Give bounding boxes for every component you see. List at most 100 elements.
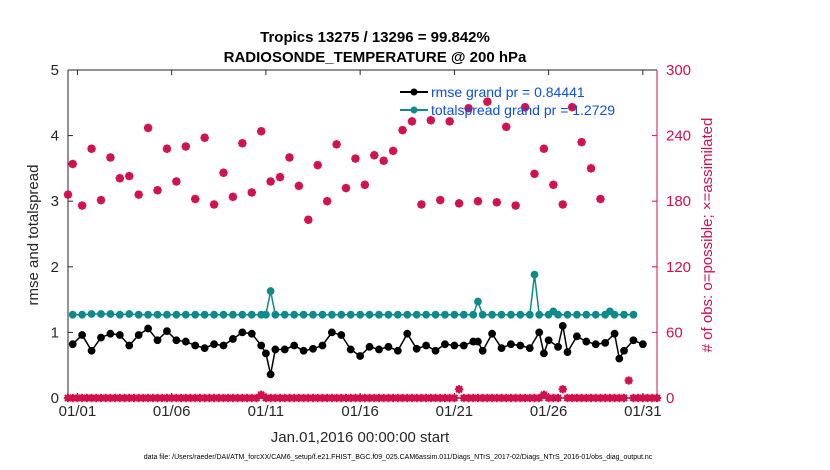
series-point-0 bbox=[422, 341, 431, 350]
series-point-0 bbox=[191, 341, 200, 350]
obs-assimilated-point bbox=[143, 123, 153, 133]
obs-assimilated-point bbox=[586, 164, 596, 173]
series-point-0 bbox=[229, 335, 237, 343]
star-stroke bbox=[530, 170, 539, 178]
star-stroke bbox=[511, 201, 520, 210]
obs-assimilated-point bbox=[266, 177, 275, 186]
series-point-0 bbox=[441, 340, 449, 349]
series-point-0 bbox=[459, 341, 468, 350]
series-point-1 bbox=[620, 310, 628, 319]
obs-assimilated-point bbox=[483, 97, 492, 106]
series-point-0 bbox=[620, 346, 628, 355]
series-point-1 bbox=[219, 310, 228, 319]
series-point-0 bbox=[219, 341, 228, 350]
series-point-0 bbox=[238, 328, 247, 337]
star-stroke bbox=[436, 196, 444, 204]
series-point-0 bbox=[271, 345, 280, 354]
star-stroke bbox=[97, 196, 105, 204]
obs-assimilated-point bbox=[228, 192, 238, 202]
series-point-0 bbox=[474, 337, 482, 346]
series-point-0 bbox=[540, 349, 548, 358]
series-point-0 bbox=[591, 340, 600, 349]
star-stroke bbox=[238, 139, 247, 147]
x-tick-label: 01/16 bbox=[341, 403, 379, 420]
star-stroke bbox=[455, 199, 463, 208]
star-stroke bbox=[521, 103, 529, 111]
obs-assimilated-point bbox=[191, 194, 200, 204]
series-point-1 bbox=[200, 310, 209, 319]
obs-assimilated-zero-point bbox=[558, 385, 567, 394]
star-stroke bbox=[427, 116, 435, 125]
obs-assimilated-point bbox=[172, 177, 181, 186]
y-tick-label-right: 240 bbox=[666, 128, 691, 145]
legend-label-1: totalspread grand pr = 1.2729 bbox=[431, 102, 615, 118]
obs-assimilated-point bbox=[407, 117, 417, 126]
series-point-0 bbox=[478, 346, 487, 355]
series-point-0 bbox=[525, 344, 534, 353]
y-tick-label-left: 0 bbox=[51, 390, 59, 407]
star-stroke bbox=[125, 172, 133, 180]
obs-assimilated-point bbox=[209, 200, 219, 209]
star-stroke bbox=[332, 140, 341, 149]
obs-assimilated-point bbox=[417, 200, 426, 209]
series-point-1 bbox=[356, 310, 365, 319]
star-stroke bbox=[417, 200, 426, 209]
y-tick-label-left: 4 bbox=[51, 128, 59, 145]
series-point-1 bbox=[280, 310, 289, 319]
series-point-1 bbox=[393, 310, 402, 319]
star-stroke bbox=[450, 394, 459, 402]
star-stroke bbox=[257, 390, 265, 399]
star-stroke bbox=[493, 198, 501, 207]
obs-assimilated-point bbox=[445, 117, 454, 126]
obs-assimilated-point bbox=[285, 153, 294, 162]
series-point-0 bbox=[393, 346, 402, 355]
y-tick-label-right: 120 bbox=[666, 259, 691, 276]
series-point-1 bbox=[309, 310, 317, 319]
star-stroke bbox=[200, 134, 209, 142]
series-point-0 bbox=[375, 345, 383, 354]
series-point-0 bbox=[337, 331, 346, 339]
obs-assimilated-point bbox=[106, 153, 115, 162]
obs-assimilated-point bbox=[492, 198, 501, 207]
star-stroke bbox=[87, 144, 96, 153]
series-point-1 bbox=[629, 310, 638, 319]
series-point-1 bbox=[516, 310, 525, 319]
obs-assimilated-point bbox=[530, 169, 539, 179]
obs-assimilated-point bbox=[219, 168, 228, 177]
obs-assimilated-point bbox=[464, 104, 473, 113]
star-stroke bbox=[64, 190, 72, 199]
data-marks bbox=[63, 97, 662, 403]
star-stroke bbox=[379, 157, 388, 165]
legend-marker-0 bbox=[410, 88, 418, 96]
y-tick-label-right: 60 bbox=[666, 324, 683, 341]
star-stroke bbox=[596, 195, 605, 203]
star-stroke bbox=[116, 174, 124, 182]
chart-title-line2: RADIOSONDE_TEMPERATURE @ 200 hPa bbox=[224, 49, 527, 66]
obs-assimilated-zero-point bbox=[652, 393, 662, 403]
series-point-1 bbox=[327, 310, 336, 319]
series-point-0 bbox=[558, 321, 567, 330]
star-stroke bbox=[464, 104, 473, 112]
star-stroke bbox=[445, 117, 454, 126]
series-point-1 bbox=[535, 310, 544, 319]
obs-assimilated-point bbox=[162, 144, 172, 153]
star-stroke bbox=[455, 385, 463, 393]
star-stroke bbox=[304, 216, 313, 224]
obs-assimilated-zero-point bbox=[454, 385, 464, 394]
series-point-0 bbox=[318, 341, 327, 350]
star-stroke bbox=[389, 147, 397, 155]
obs-assimilated-zero-point bbox=[619, 393, 629, 403]
series-point-0 bbox=[134, 331, 143, 339]
series-point-1 bbox=[530, 270, 539, 279]
star-stroke bbox=[144, 124, 152, 132]
series-point-1 bbox=[403, 310, 412, 319]
obs-assimilated-point bbox=[294, 181, 304, 191]
obs-assimilated-point bbox=[454, 199, 464, 208]
star-stroke bbox=[370, 151, 379, 160]
series-point-0 bbox=[181, 337, 190, 346]
obs-assimilated-point bbox=[200, 133, 209, 142]
series-point-1 bbox=[299, 310, 308, 319]
series-point-1 bbox=[478, 310, 487, 319]
x-tick-label: 01/11 bbox=[248, 403, 284, 420]
axes: 01/01 01/06 01/11 01/16 01/21 01/26 01/3101234… bbox=[51, 62, 691, 420]
